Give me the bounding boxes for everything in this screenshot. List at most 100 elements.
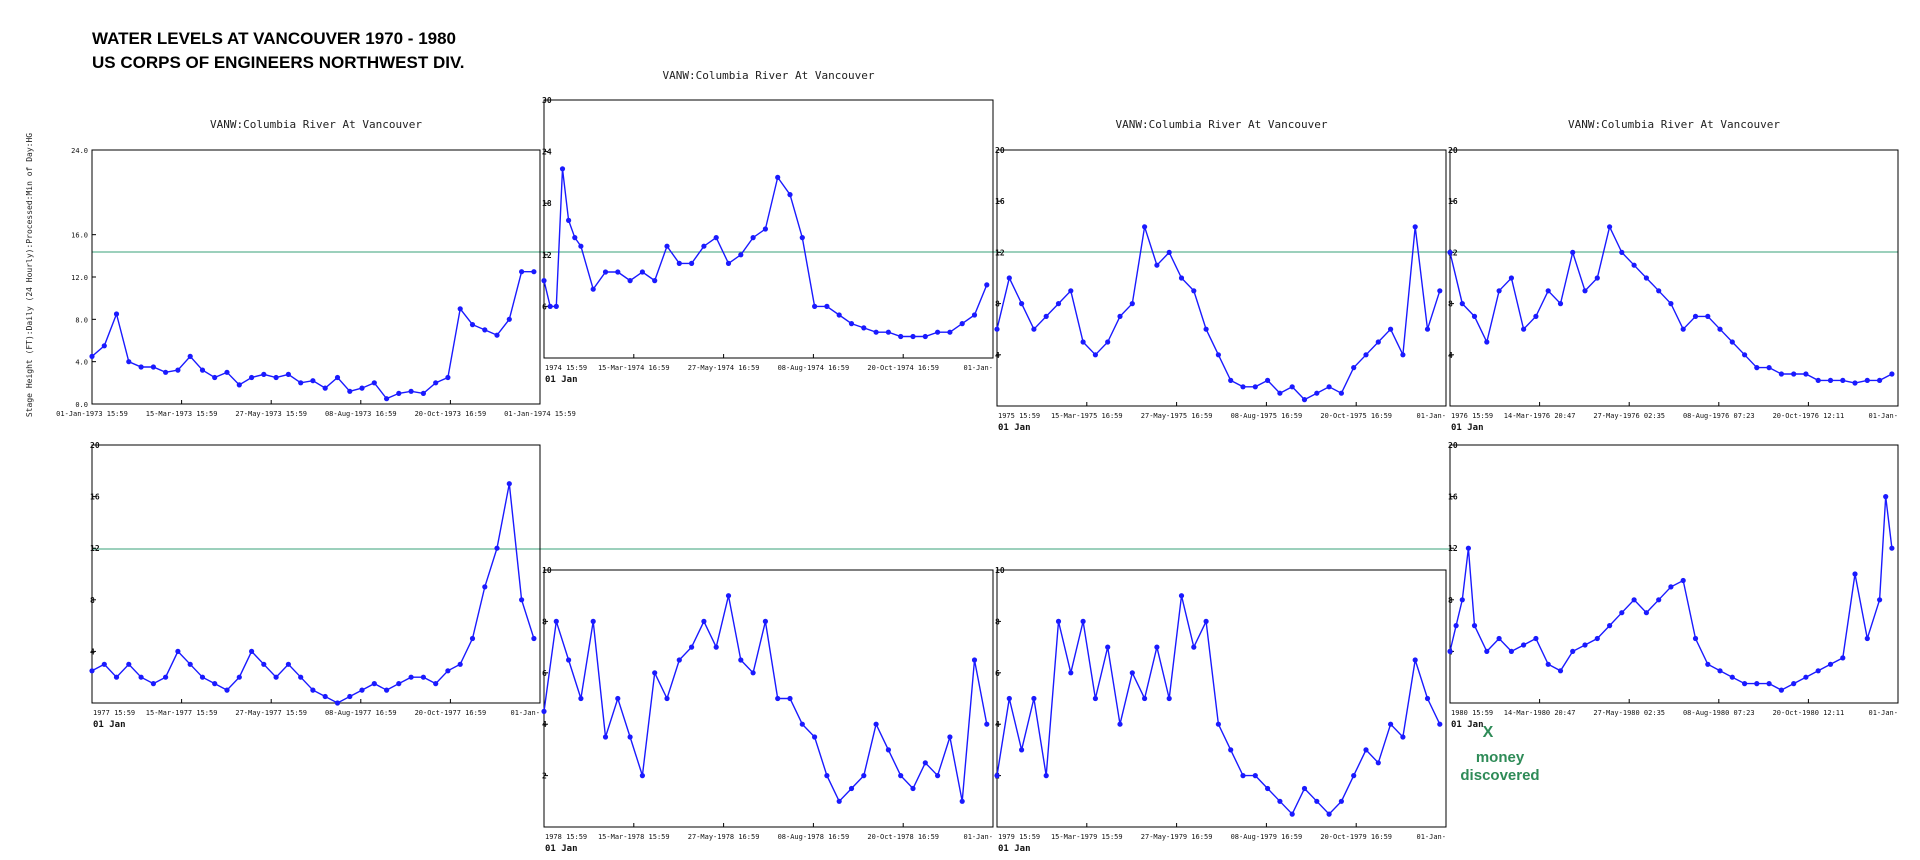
x-tick-label: 08-Aug-1975 16:59 bbox=[1231, 412, 1303, 420]
y-tick-label: 12 bbox=[1448, 544, 1458, 553]
plot-frame bbox=[543, 569, 994, 828]
plot-frame bbox=[1449, 444, 1899, 704]
x-tick-label: 20-Oct-1977 16:59 bbox=[415, 709, 487, 717]
data-point bbox=[1252, 773, 1258, 779]
data-point bbox=[1228, 377, 1234, 383]
data-point bbox=[1496, 288, 1502, 294]
data-point bbox=[1092, 352, 1098, 358]
data-point bbox=[249, 374, 255, 381]
data-point bbox=[676, 260, 682, 266]
data-point bbox=[1203, 326, 1209, 332]
data-point bbox=[1363, 352, 1369, 358]
figure-title-line-1: WATER LEVELS AT VANCOUVER 1970 - 1980 bbox=[92, 29, 457, 48]
data-point bbox=[1840, 655, 1846, 661]
data-point bbox=[1692, 313, 1699, 319]
data-point bbox=[1680, 577, 1686, 584]
data-point bbox=[910, 333, 916, 340]
x-tick-label: 01-Jan- bbox=[963, 833, 993, 841]
data-point bbox=[1031, 695, 1037, 702]
data-point bbox=[1388, 326, 1394, 332]
data-point bbox=[848, 321, 855, 327]
data-point bbox=[334, 700, 341, 706]
data-point bbox=[1705, 661, 1711, 667]
data-point bbox=[1447, 648, 1453, 655]
data-point bbox=[224, 687, 230, 693]
data-point bbox=[1424, 695, 1431, 702]
data-point bbox=[1803, 371, 1809, 377]
data-point bbox=[1105, 644, 1111, 650]
data-point bbox=[531, 269, 537, 275]
panel-title: VANW:Columbia River At Vancouver bbox=[1568, 118, 1780, 131]
x-tick-label: 1974 15:59 bbox=[545, 364, 587, 372]
data-point bbox=[1437, 721, 1443, 727]
data-point bbox=[1717, 326, 1723, 332]
data-point bbox=[1496, 635, 1502, 642]
data-point bbox=[664, 243, 670, 249]
data-point bbox=[371, 681, 377, 687]
data-point bbox=[1607, 224, 1613, 230]
y-tick-label: 8 bbox=[90, 596, 95, 605]
annotation-line-1: money bbox=[1476, 749, 1525, 766]
data-point bbox=[506, 316, 512, 322]
x-tick-label: 27-May-1973 15:59 bbox=[235, 410, 307, 418]
data-point bbox=[482, 584, 488, 590]
data-point bbox=[1043, 313, 1049, 319]
series-line-1979 bbox=[996, 595, 1441, 816]
data-point bbox=[615, 695, 621, 702]
data-point bbox=[322, 385, 328, 391]
data-point bbox=[126, 661, 132, 667]
data-point bbox=[1388, 721, 1394, 727]
data-point bbox=[175, 367, 181, 373]
x-tick-label: 15-Mar-1979 15:59 bbox=[1051, 833, 1123, 841]
data-point bbox=[420, 674, 426, 680]
data-point bbox=[885, 329, 892, 335]
data-point bbox=[689, 644, 695, 650]
data-point bbox=[701, 618, 707, 625]
data-point bbox=[1791, 681, 1797, 687]
x-tick-label: 14-Mar-1976 20:47 bbox=[1504, 412, 1576, 420]
data-point bbox=[1692, 635, 1699, 642]
data-point bbox=[639, 269, 646, 275]
data-point bbox=[824, 303, 830, 309]
data-point bbox=[1166, 249, 1172, 255]
x-tick-label: 27-May-1976 02:35 bbox=[1593, 412, 1665, 420]
y-tick-label: 16 bbox=[995, 197, 1005, 206]
data-point bbox=[384, 396, 390, 402]
data-point bbox=[1215, 721, 1221, 727]
jan-label: 01 Jan bbox=[545, 375, 578, 385]
y-tick-label: 8 bbox=[1448, 300, 1453, 309]
data-point bbox=[971, 657, 978, 663]
data-point bbox=[1680, 326, 1686, 332]
data-point bbox=[1412, 657, 1418, 663]
data-point bbox=[812, 303, 818, 309]
data-point bbox=[812, 734, 818, 740]
data-point bbox=[347, 693, 353, 700]
y-tick-label: 6 bbox=[995, 669, 1000, 678]
series-line-1975 bbox=[996, 226, 1441, 401]
data-point bbox=[359, 687, 365, 693]
annotation-line-2: discovered bbox=[1460, 767, 1539, 784]
data-point bbox=[249, 648, 255, 655]
data-point bbox=[541, 708, 547, 715]
data-point bbox=[408, 674, 414, 680]
y-tick-label: 20 bbox=[995, 146, 1005, 155]
data-point bbox=[1031, 326, 1037, 332]
plot-frame bbox=[91, 444, 541, 704]
data-point bbox=[861, 325, 867, 331]
data-point bbox=[1754, 365, 1760, 371]
series-line-1980 bbox=[1449, 496, 1893, 691]
data-point bbox=[212, 681, 218, 687]
data-point bbox=[1852, 571, 1858, 577]
data-point bbox=[713, 644, 719, 650]
x-tick-label: 08-Aug-1974 16:59 bbox=[778, 364, 850, 372]
data-point bbox=[1827, 377, 1834, 383]
data-point bbox=[433, 380, 439, 386]
data-point bbox=[482, 327, 488, 333]
data-point bbox=[1289, 811, 1295, 817]
data-point bbox=[713, 235, 719, 241]
data-point bbox=[935, 773, 941, 779]
data-point bbox=[1400, 734, 1406, 740]
data-point bbox=[861, 773, 867, 779]
data-point bbox=[1643, 275, 1649, 281]
data-point bbox=[787, 192, 793, 198]
